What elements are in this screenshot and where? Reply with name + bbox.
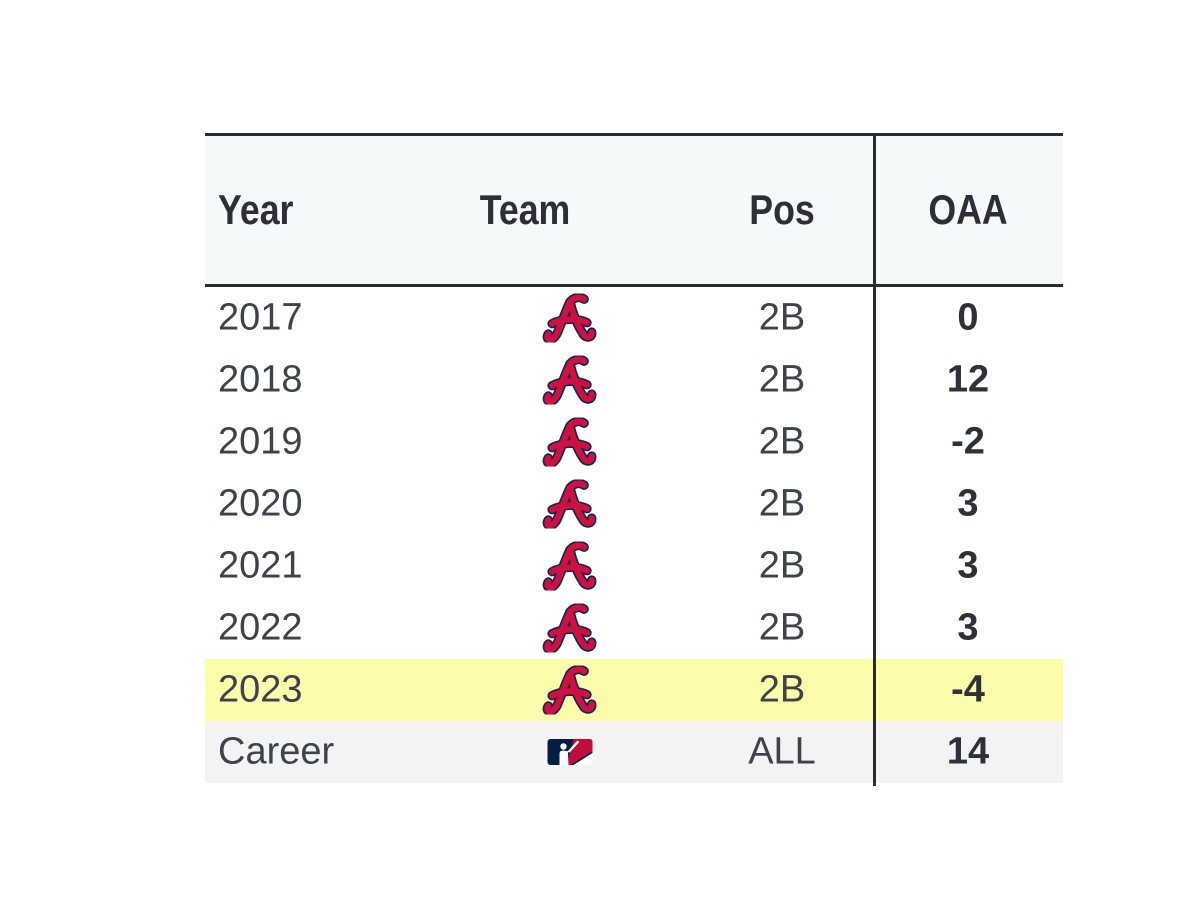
oaa-stats-table: Year Team Pos OAA 2017 2B 0 2018 2B 12 2… bbox=[205, 133, 1063, 786]
column-header-pos[interactable]: Pos bbox=[749, 186, 815, 233]
oaa-cell: 14 bbox=[946, 730, 990, 773]
table-row-2023-highlighted: 2023 2B -4 bbox=[205, 659, 1063, 721]
mlb-logo-icon bbox=[547, 739, 593, 765]
pos-cell: 2B bbox=[758, 544, 806, 587]
year-cell: Career bbox=[218, 730, 335, 773]
team-logo-cell bbox=[542, 542, 599, 591]
year-cell: 2017 bbox=[218, 296, 303, 339]
table-row-career: Career ALL 14 bbox=[205, 721, 1063, 783]
braves-logo-icon bbox=[542, 666, 599, 715]
pos-cell: 2B bbox=[758, 668, 806, 711]
column-header-year[interactable]: Year bbox=[218, 186, 294, 233]
pos-cell: 2B bbox=[758, 606, 806, 649]
team-logo-cell bbox=[542, 666, 599, 715]
oaa-cell: 12 bbox=[946, 358, 990, 401]
braves-logo-icon bbox=[542, 356, 599, 405]
year-cell: 2022 bbox=[218, 606, 303, 649]
oaa-cell: -2 bbox=[951, 420, 985, 463]
year-cell: 2021 bbox=[218, 544, 303, 587]
team-logo-cell bbox=[542, 294, 599, 343]
braves-logo-icon bbox=[542, 294, 599, 343]
pos-cell: 2B bbox=[758, 420, 806, 463]
column-header-team[interactable]: Team bbox=[479, 186, 571, 233]
table-row-2021: 2021 2B 3 bbox=[205, 535, 1063, 597]
year-cell: 2019 bbox=[218, 420, 303, 463]
table-row-2020: 2020 2B 3 bbox=[205, 473, 1063, 535]
oaa-cell: 3 bbox=[957, 606, 979, 649]
table-row-2017: 2017 2B 0 bbox=[205, 287, 1063, 349]
table-row-2022: 2022 2B 3 bbox=[205, 597, 1063, 659]
braves-logo-icon bbox=[542, 418, 599, 467]
pos-cell: 2B bbox=[758, 358, 806, 401]
year-cell: 2018 bbox=[218, 358, 303, 401]
braves-logo-icon bbox=[542, 542, 599, 591]
column-header-oaa[interactable]: OAA bbox=[928, 186, 1008, 233]
table-row-2019: 2019 2B -2 bbox=[205, 411, 1063, 473]
pos-cell: ALL bbox=[748, 730, 816, 773]
pos-cell: 2B bbox=[758, 482, 806, 525]
pos-cell: 2B bbox=[758, 296, 806, 339]
table-header-row: Year Team Pos OAA bbox=[205, 136, 1063, 287]
oaa-cell: -4 bbox=[951, 668, 985, 711]
table-row-2018: 2018 2B 12 bbox=[205, 349, 1063, 411]
oaa-cell: 3 bbox=[957, 482, 979, 525]
braves-logo-icon bbox=[542, 480, 599, 529]
team-logo-cell bbox=[542, 604, 599, 653]
year-cell: 2020 bbox=[218, 482, 303, 525]
year-cell: 2023 bbox=[218, 668, 303, 711]
team-logo-cell bbox=[547, 739, 593, 765]
team-logo-cell bbox=[542, 418, 599, 467]
oaa-column-divider-line bbox=[873, 133, 876, 786]
team-logo-cell bbox=[542, 480, 599, 529]
oaa-cell: 0 bbox=[957, 296, 979, 339]
team-logo-cell bbox=[542, 356, 599, 405]
braves-logo-icon bbox=[542, 604, 599, 653]
oaa-cell: 3 bbox=[957, 544, 979, 587]
